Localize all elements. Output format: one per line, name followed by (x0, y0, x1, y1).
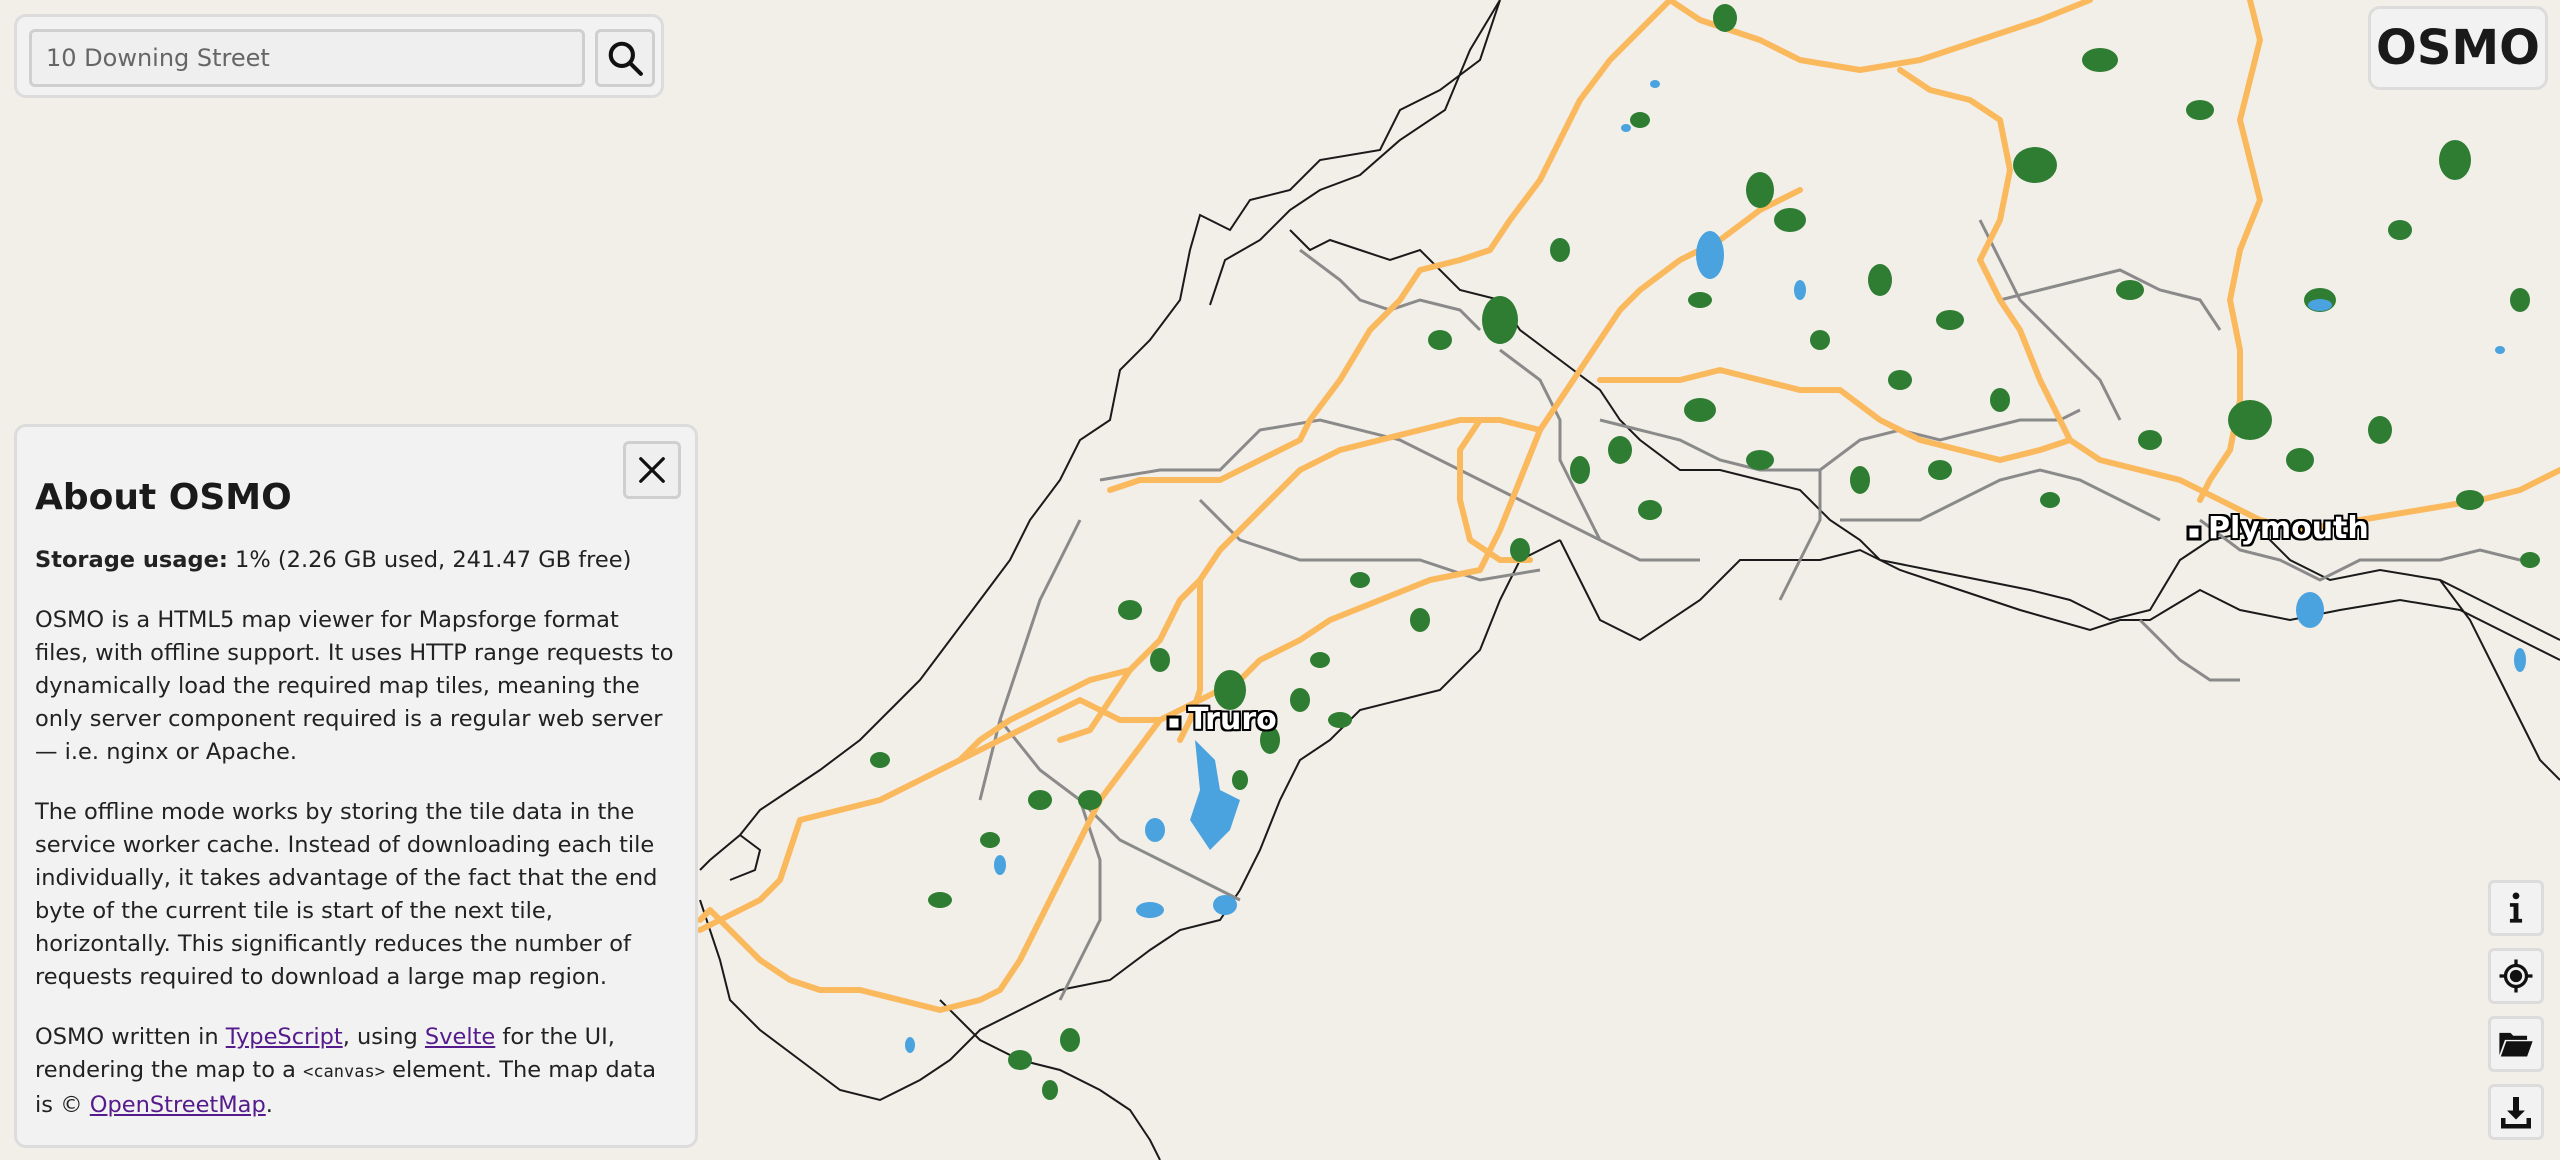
about-title: About OSMO (35, 477, 292, 518)
typescript-link[interactable]: TypeScript (225, 1024, 343, 1050)
storage-usage-value: 1% (2.26 GB used, 241.47 GB free) (235, 547, 632, 573)
credits-text-4: element. The map data is © (35, 1057, 657, 1118)
storage-usage-label: Storage usage: (35, 547, 228, 573)
download-icon (2501, 1097, 2531, 1129)
coastline (699, 0, 2560, 1160)
storage-usage: Storage usage: 1% (2.26 GB used, 241.47 … (35, 544, 677, 577)
svelte-link[interactable]: Svelte (424, 1024, 496, 1050)
credits-text-1: OSMO written in (35, 1024, 226, 1050)
place-label-plymouth: Plymouth (2208, 511, 2369, 546)
brand-logo: OSMO (2368, 6, 2548, 90)
canvas-code: <canvas> (303, 1062, 385, 1082)
about-body: Storage usage: 1% (2.26 GB used, 241.47 … (35, 544, 677, 1122)
close-icon (639, 457, 665, 483)
search-panel (14, 14, 664, 98)
credits-text-2: , using (342, 1024, 425, 1050)
search-input[interactable] (29, 29, 585, 87)
info-icon (2509, 892, 2523, 923)
about-dialog: About OSMO Storage usage: 1% (2.26 GB us… (14, 424, 698, 1148)
info-button[interactable] (2488, 880, 2544, 936)
close-button[interactable] (623, 441, 681, 499)
search-icon (608, 41, 643, 76)
folder-open-icon (2499, 1032, 2533, 1057)
about-paragraph-2: The offline mode works by storing the ti… (35, 799, 658, 990)
search-button[interactable] (595, 29, 655, 87)
about-paragraph-3: OSMO written in TypeScript, using Svelte… (35, 1021, 677, 1122)
primary-roads (697, 0, 2560, 1013)
locate-icon (2499, 959, 2533, 993)
credits-text-5: . (265, 1092, 273, 1118)
open-file-button[interactable] (2488, 1016, 2544, 1072)
place-label-truro: Truro (1188, 702, 1277, 737)
water-areas (905, 80, 2526, 1053)
city-markers (1166, 525, 2202, 731)
about-paragraph-1: OSMO is a HTML5 map viewer for Mapsforge… (35, 607, 674, 765)
download-button[interactable] (2488, 1084, 2544, 1140)
credits-text-3: for the UI, rendering the map to a (35, 1024, 615, 1083)
secondary-roads (978, 219, 2521, 1001)
forest-areas (870, 4, 2540, 1100)
locate-button[interactable] (2488, 948, 2544, 1004)
openstreetmap-link[interactable]: OpenStreetMap (89, 1092, 266, 1118)
